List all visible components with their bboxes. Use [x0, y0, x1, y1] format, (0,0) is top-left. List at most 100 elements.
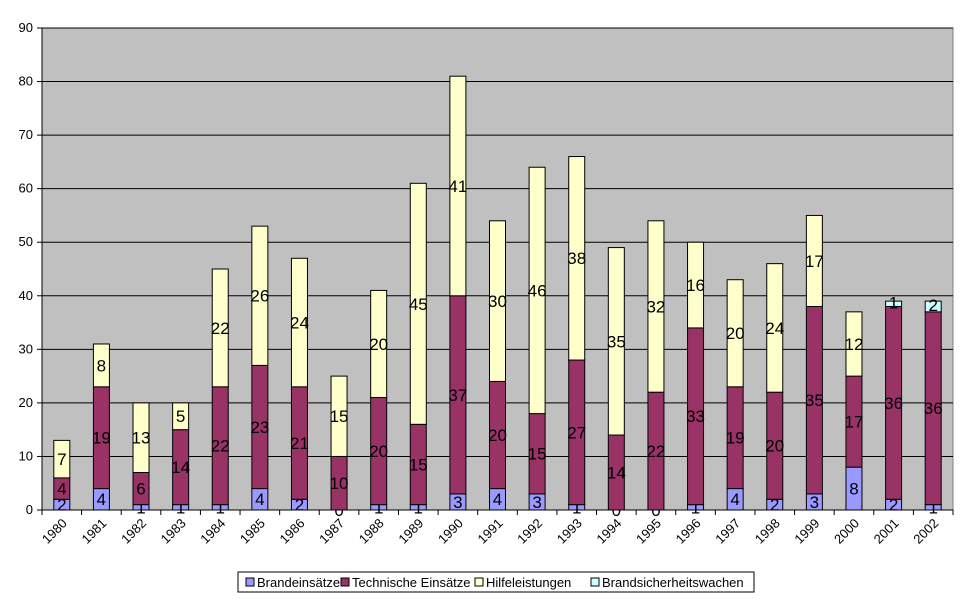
- y-tick-label: 40: [19, 288, 33, 303]
- data-label: 3: [810, 493, 819, 512]
- x-tick-label: 1981: [78, 516, 109, 547]
- x-tick-label: 2000: [831, 516, 862, 547]
- y-tick-label: 50: [19, 234, 33, 249]
- data-label: 36: [924, 399, 943, 418]
- data-label: 10: [330, 474, 349, 493]
- data-label: 35: [805, 391, 824, 410]
- data-label: 15: [528, 445, 547, 464]
- x-tick-label: 1996: [673, 516, 704, 547]
- data-label: 19: [726, 429, 745, 448]
- bar-segment: [449, 75, 467, 297]
- x-tick-label: 1992: [514, 516, 545, 547]
- legend-box: [237, 571, 755, 593]
- data-label: 7: [57, 450, 66, 469]
- bar-segment: [330, 375, 348, 457]
- data-label: 24: [290, 314, 309, 333]
- bar-segment: [489, 220, 506, 382]
- x-tick-label: 1993: [554, 516, 585, 547]
- bar-segment: [92, 343, 110, 388]
- data-label: 20: [369, 442, 388, 461]
- data-label: 5: [176, 407, 185, 426]
- x-tick-label: 1987: [316, 516, 347, 547]
- y-tick-label: 30: [19, 341, 33, 356]
- data-label: 3: [532, 493, 541, 512]
- data-label: 3: [453, 493, 462, 512]
- data-label: 4: [493, 490, 502, 509]
- bar-segment: [290, 257, 308, 388]
- bar-segment: [568, 156, 586, 361]
- bar-segment: [766, 263, 784, 393]
- data-label: 2: [57, 496, 66, 515]
- data-label: 17: [805, 252, 824, 271]
- data-label: 27: [567, 423, 586, 442]
- data-label: 4: [730, 490, 739, 509]
- bar-segment: [805, 214, 823, 307]
- bar-segment: [172, 402, 190, 431]
- x-tick-label: 2002: [910, 516, 941, 547]
- data-label: 1: [928, 498, 937, 517]
- x-tick-label: 1985: [237, 516, 268, 547]
- y-tick-label: 60: [19, 181, 33, 196]
- data-label: 2: [928, 296, 937, 315]
- data-label: 20: [369, 335, 388, 354]
- legend-entry: Brandsicherheitswachen: [602, 575, 744, 590]
- data-label: 13: [132, 429, 151, 448]
- x-tick-label: 1990: [435, 516, 466, 547]
- data-label: 4: [255, 490, 264, 509]
- bar-segment: [647, 220, 665, 393]
- data-label: 2: [889, 496, 898, 515]
- legend-swatch: [590, 577, 600, 587]
- data-label: 14: [607, 463, 626, 482]
- x-tick-label: 1989: [395, 516, 426, 547]
- bar-segment: [409, 182, 427, 425]
- data-label: 1: [691, 498, 700, 517]
- data-label: 1: [136, 498, 145, 517]
- legend-swatch: [245, 577, 255, 587]
- x-tick-label: 1995: [633, 516, 664, 547]
- bar-segment: [528, 166, 546, 415]
- data-label: 1: [572, 498, 581, 517]
- x-tick-label: 1983: [158, 516, 189, 547]
- data-label: 8: [849, 480, 858, 499]
- bar-segment: [132, 402, 150, 474]
- data-label: 1: [889, 293, 898, 312]
- y-tick-label: 90: [19, 20, 33, 35]
- x-tick-label: 1988: [356, 516, 387, 547]
- data-label: 2: [295, 496, 304, 515]
- x-tick-label: 1984: [197, 516, 228, 547]
- data-label: 20: [765, 437, 784, 456]
- data-label: 46: [528, 281, 547, 300]
- data-label: 22: [211, 319, 230, 338]
- x-tick-label: 1998: [752, 516, 783, 547]
- bar-segment: [845, 311, 863, 377]
- x-tick-label: 1980: [39, 516, 70, 547]
- data-label: 19: [92, 429, 111, 448]
- bar-segment: [211, 268, 229, 388]
- data-label: 1: [216, 498, 225, 517]
- y-tick-label: 70: [19, 127, 33, 142]
- legend-entry: Technische Einsätze: [352, 575, 471, 590]
- y-tick-label: 10: [19, 448, 33, 463]
- data-label: 6: [136, 480, 145, 499]
- data-label: 15: [330, 407, 349, 426]
- y-tick-label: 80: [19, 74, 33, 89]
- x-tick-label: 1986: [277, 516, 308, 547]
- data-label: 21: [290, 434, 309, 453]
- legend-swatch: [474, 577, 484, 587]
- data-label: 8: [97, 356, 106, 375]
- bar-segment: [924, 300, 942, 313]
- data-label: 45: [409, 295, 428, 314]
- data-label: 14: [171, 458, 190, 477]
- data-label: 35: [607, 332, 626, 351]
- legend-entry: Hilfeleistungen: [486, 575, 571, 590]
- bar-segment: [251, 225, 269, 366]
- x-tick-label: 1991: [475, 516, 506, 547]
- y-tick-label: 20: [19, 395, 33, 410]
- bar-segment: [726, 279, 744, 388]
- data-label: 41: [448, 177, 467, 196]
- y-tick-label: 0: [26, 502, 33, 517]
- data-label: 22: [211, 437, 230, 456]
- x-tick-label: 1997: [712, 516, 743, 547]
